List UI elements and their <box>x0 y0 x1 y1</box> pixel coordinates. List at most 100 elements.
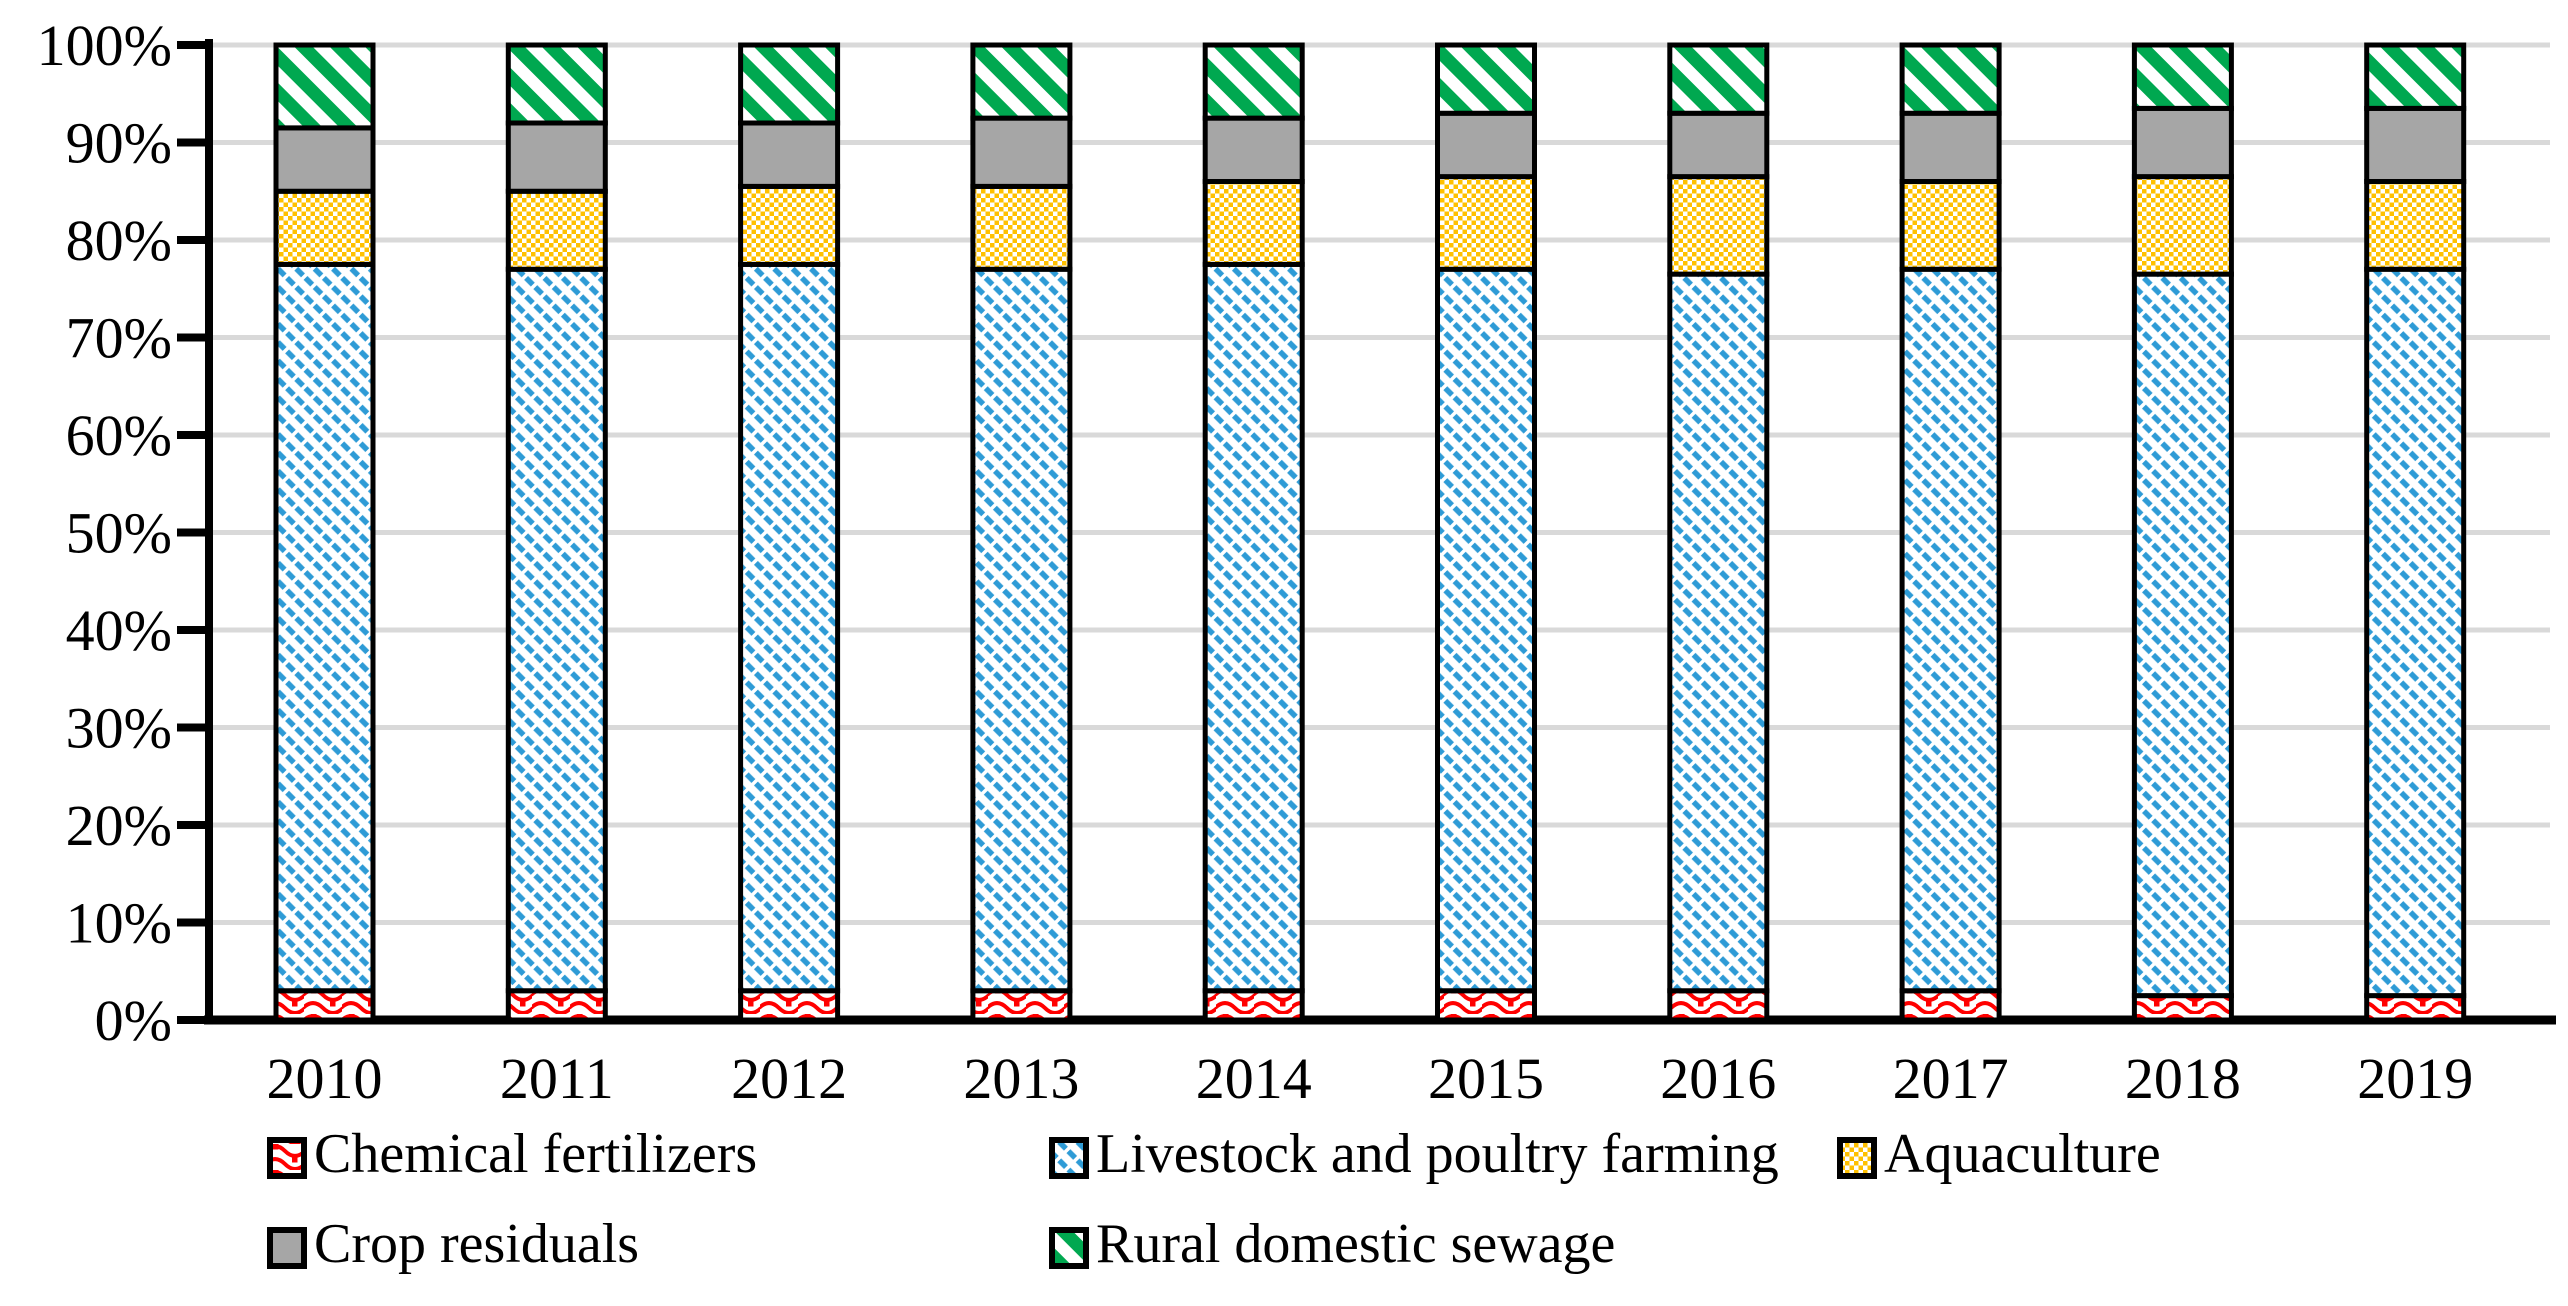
bar-segment <box>1899 110 2002 184</box>
legend-swatch <box>1837 1137 1877 1179</box>
y-axis-tick-label: 0% <box>95 988 172 1053</box>
bar-segment <box>1899 266 2002 994</box>
legend-item: Aquaculture <box>1837 1123 2161 1185</box>
bar-segment <box>1899 179 2002 272</box>
legend-swatch <box>1049 1227 1089 1269</box>
x-axis-category-label: 2018 <box>2125 1046 2241 1111</box>
bar-segment <box>970 988 1073 1023</box>
bar-2010 <box>273 42 376 1023</box>
y-axis-tick-label: 30% <box>66 696 172 761</box>
bar-segment <box>1202 179 1305 267</box>
x-axis-category-label: 2012 <box>731 1046 847 1111</box>
bar-segment <box>1435 174 1537 272</box>
bar-segment <box>1202 261 1305 994</box>
bar-segment <box>738 261 841 994</box>
bar-segment <box>505 188 608 272</box>
x-axis-category-label: 2015 <box>1428 1046 1544 1111</box>
bar-segment <box>2364 105 2467 184</box>
legend-item: Rural domestic sewage <box>1049 1213 1615 1275</box>
bar-segment <box>2131 174 2234 277</box>
y-axis-tick-label: 70% <box>66 306 172 371</box>
x-axis-category-label: 2019 <box>2357 1046 2473 1111</box>
bar-segment <box>970 183 1073 272</box>
bar-segment <box>970 115 1073 189</box>
bar-segment <box>1899 42 2002 116</box>
bar-segment <box>1202 115 1305 184</box>
bar-segment <box>1202 988 1305 1023</box>
x-axis-category-label: 2013 <box>963 1046 1079 1111</box>
bar-segment <box>273 988 376 1023</box>
bar-segment <box>1667 988 1770 1023</box>
x-axis-category-label: 2010 <box>267 1046 383 1111</box>
bar-segment <box>738 988 841 1023</box>
bar-segment <box>505 42 608 126</box>
bar-2015 <box>1435 42 1537 1023</box>
bars-layer <box>273 42 2467 1023</box>
bar-segment <box>738 42 841 126</box>
bar-segment <box>1667 174 1770 277</box>
y-axis-tick-label: 10% <box>66 891 172 956</box>
bar-segment <box>2364 42 2467 111</box>
bar-segment <box>970 266 1073 994</box>
legend-swatch <box>1049 1137 1089 1179</box>
bar-segment <box>273 125 376 194</box>
y-axis-tick-label: 20% <box>66 793 172 858</box>
legend-swatch <box>267 1227 307 1269</box>
x-axis-category-label: 2011 <box>500 1046 614 1111</box>
y-axis-tick-label: 100% <box>37 13 172 78</box>
x-axis-category-label: 2014 <box>1196 1046 1312 1111</box>
bar-segment <box>505 266 608 994</box>
bar-segment <box>1667 271 1770 994</box>
legend-item: Crop residuals <box>267 1213 639 1275</box>
bar-2019 <box>2364 42 2467 1023</box>
bar-segment <box>1202 42 1305 121</box>
bar-segment <box>1667 110 1770 180</box>
bar-segment <box>2364 179 2467 272</box>
y-axis-tick-label: 80% <box>66 208 172 273</box>
bar-segment <box>273 42 376 131</box>
bar-segment <box>2131 993 2234 1023</box>
bar-segment <box>1435 266 1537 994</box>
bar-2017 <box>1899 42 2002 1023</box>
legend-item: Livestock and poultry farming <box>1049 1123 1779 1185</box>
bar-segment <box>2364 993 2467 1023</box>
y-axis-tick-label: 40% <box>66 598 172 663</box>
bar-segment <box>1435 988 1537 1023</box>
bar-segment <box>738 120 841 189</box>
y-axis-tick-label: 50% <box>66 501 172 566</box>
bar-2013 <box>970 42 1073 1023</box>
bar-segment <box>505 120 608 194</box>
bar-segment <box>2131 105 2234 180</box>
legend-label: Chemical fertilizers <box>314 1123 757 1185</box>
bar-2011 <box>505 42 608 1023</box>
legend-layer: Chemical fertilizers Livestock and poultr… <box>267 1123 2161 1275</box>
bar-segment <box>273 261 376 994</box>
legend-swatch <box>267 1137 307 1179</box>
x-axis-category-label: 2016 <box>1660 1046 1776 1111</box>
bar-2018 <box>2131 42 2234 1023</box>
legend-item: Chemical fertilizers <box>267 1123 757 1185</box>
x-axis-category-label: 2017 <box>1893 1046 2009 1111</box>
bar-segment <box>738 183 841 267</box>
bar-segment <box>2131 271 2234 999</box>
bar-segment <box>505 988 608 1023</box>
bar-segment <box>1899 988 2002 1023</box>
bar-segment <box>1435 42 1537 116</box>
legend-label: Rural domestic sewage <box>1096 1213 1615 1275</box>
bar-2014 <box>1202 42 1305 1023</box>
bar-segment <box>1435 110 1537 180</box>
bar-segment <box>2131 42 2234 111</box>
y-axis-tick-label: 60% <box>66 403 172 468</box>
bar-segment <box>2364 266 2467 999</box>
bar-2016 <box>1667 42 1770 1023</box>
legend-label: Livestock and poultry farming <box>1096 1123 1779 1185</box>
bar-2012 <box>738 42 841 1023</box>
bar-segment <box>1667 42 1770 116</box>
bar-segment <box>970 42 1073 121</box>
label-layer: 0% 10% 20% 30% 40% 50% 60% 70% 80% 90% 100% 2010 201… <box>37 13 2474 1111</box>
legend-label: Aquaculture <box>1884 1123 2161 1185</box>
bar-segment <box>273 188 376 267</box>
legend-label: Crop residuals <box>314 1213 639 1275</box>
